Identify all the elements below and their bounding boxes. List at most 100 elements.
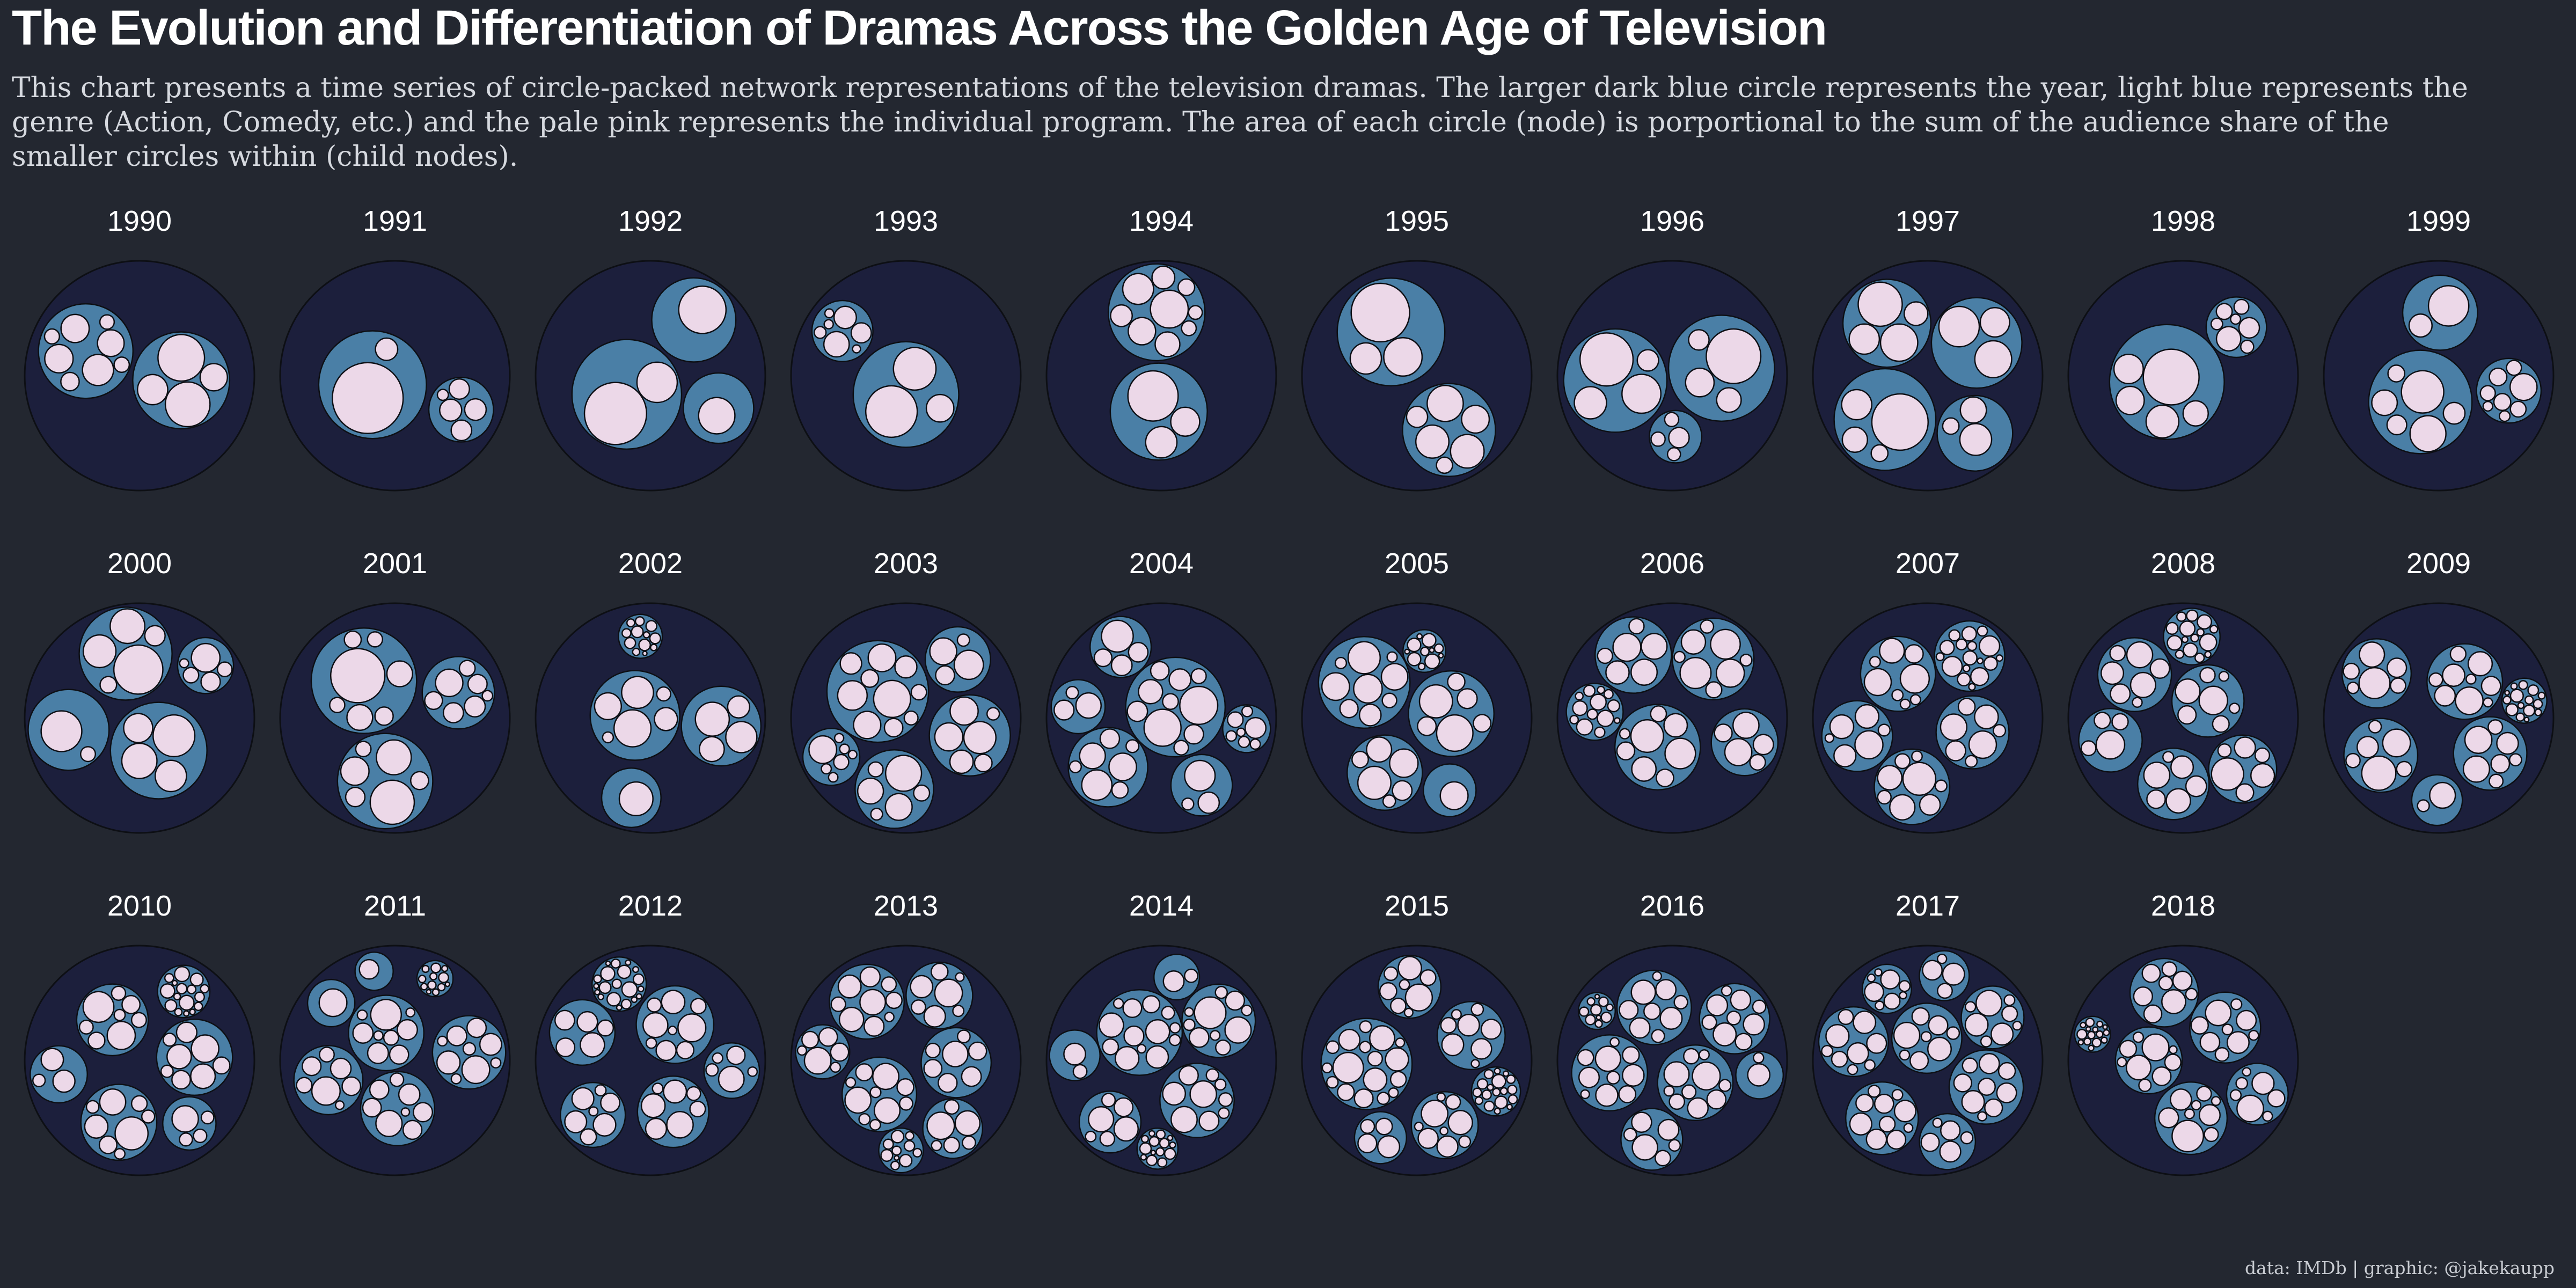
program-circle (87, 1031, 106, 1050)
program-circle (2196, 1086, 2212, 1102)
program-circle (1205, 1068, 1219, 1082)
program-circle (796, 1045, 808, 1056)
program-circle (1184, 968, 1199, 983)
program-circle (1491, 1073, 1506, 1089)
program-circle (1183, 724, 1204, 745)
program-circle (106, 1021, 136, 1050)
program-circle (1438, 653, 1444, 659)
program-circle (1145, 1045, 1169, 1069)
program-circle (2387, 364, 2406, 383)
program-circle (1864, 1059, 1876, 1071)
program-circle (576, 1011, 598, 1033)
year-label: 1999 (2406, 205, 2471, 237)
program-circle (1899, 1049, 1911, 1061)
program-circle (1673, 994, 1688, 1010)
program-circle (859, 966, 881, 988)
program-circle (1979, 307, 2010, 338)
program-circle (1065, 686, 1079, 700)
program-circle (175, 1021, 198, 1043)
program-circle (1863, 668, 1892, 697)
program-circle (726, 1045, 746, 1065)
program-circle (362, 1097, 382, 1118)
program-circle (555, 1037, 576, 1058)
program-circle (2240, 339, 2255, 354)
program-circle (962, 1135, 976, 1150)
program-circle (1683, 1048, 1700, 1065)
program-circle (2251, 1071, 2275, 1095)
program-circle (2368, 720, 2382, 734)
program-circle (2113, 354, 2144, 385)
program-circle (2442, 663, 2465, 687)
program-circle (1936, 954, 1948, 964)
program-circle (1735, 1033, 1753, 1051)
program-circle (925, 1042, 941, 1059)
program-circle (2141, 963, 2161, 983)
program-circle (1652, 971, 1663, 982)
program-circle (830, 996, 846, 1012)
program-circle (955, 972, 965, 982)
program-circle (2533, 699, 2543, 709)
program-circle (2479, 385, 2496, 401)
program-circle (1970, 667, 1989, 686)
program-circle (1347, 641, 1381, 675)
program-circle (1878, 1115, 1896, 1133)
program-circle (1110, 654, 1133, 677)
program-circle (2236, 1094, 2264, 1123)
program-circle (1747, 1063, 1771, 1087)
program-circle (2210, 317, 2223, 331)
program-circle (1679, 657, 1712, 690)
program-circle (1380, 663, 1409, 691)
program-circle (1157, 1157, 1168, 1168)
program-circle (821, 763, 832, 775)
program-circle (2162, 751, 2175, 763)
chart-title: The Evolution and Differentiation of Dra… (12, 1, 1827, 55)
program-circle (1093, 648, 1113, 668)
program-circle (2428, 672, 2443, 687)
program-circle (1494, 1095, 1508, 1109)
program-circle (467, 674, 488, 694)
program-circle (1578, 1006, 1590, 1017)
program-circle (894, 655, 918, 679)
program-circle (1063, 1042, 1086, 1066)
program-circle (1978, 1078, 1996, 1096)
year-panel-2014: 2014 (1045, 890, 1277, 1176)
program-circle (1072, 1064, 1088, 1079)
program-circle (1151, 265, 1176, 290)
program-circle (178, 994, 195, 1011)
year-label: 1998 (2151, 205, 2215, 237)
program-circle (2111, 713, 2129, 731)
program-circle (1159, 1138, 1170, 1149)
program-circle (1605, 660, 1630, 685)
program-circle (2518, 680, 2528, 690)
program-circle (1869, 656, 1881, 668)
program-circle (634, 616, 645, 626)
program-circle (668, 1026, 678, 1036)
program-circle (934, 722, 964, 752)
program-circle (160, 1064, 174, 1078)
program-circle (162, 1033, 177, 1047)
program-circle (2096, 1020, 2104, 1028)
program-circle (1866, 1033, 1887, 1054)
program-circle (934, 978, 963, 1008)
program-circle (2143, 762, 2171, 789)
program-circle (2217, 743, 2232, 758)
program-circle (464, 695, 486, 718)
program-circle (1358, 703, 1382, 727)
program-circle (870, 807, 883, 821)
program-circle (2141, 1033, 2170, 1062)
program-circle (1968, 730, 1997, 759)
program-circle (1871, 393, 1929, 451)
program-circle (890, 1130, 905, 1144)
program-circle (2390, 677, 2406, 694)
program-circle (1162, 693, 1179, 711)
program-circle (823, 319, 834, 330)
program-circle (1127, 370, 1179, 422)
program-circle (925, 393, 955, 423)
program-circle (1470, 1059, 1480, 1069)
program-circle (2442, 401, 2466, 425)
program-circle (1349, 342, 1382, 375)
program-circle (1487, 1084, 1494, 1091)
program-circle (1928, 1015, 1949, 1036)
program-circle (367, 1042, 389, 1064)
program-circle (1382, 794, 1396, 808)
